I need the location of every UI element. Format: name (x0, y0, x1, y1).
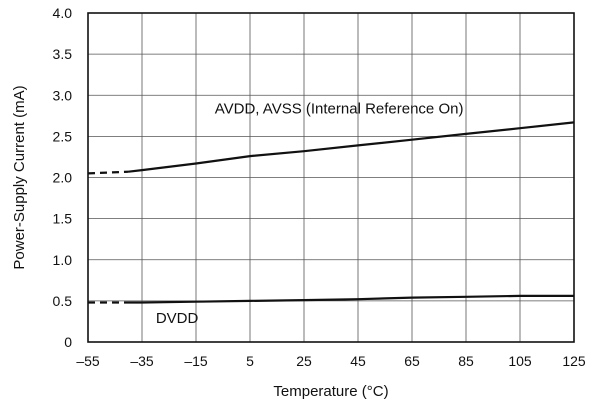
series-lines (87, 121, 575, 304)
series-annotations: AVDD, AVSS (Internal Reference On) DVDD (156, 100, 464, 327)
x-tick-label: –15 (184, 353, 208, 369)
series-0-line (128, 121, 575, 173)
x-tick-label: 105 (508, 353, 532, 369)
y-tick-label: 1.5 (53, 211, 73, 227)
y-tick-labels: 0 0.5 1.0 1.5 2.0 2.5 3.0 3.5 4.0 (53, 5, 73, 350)
x-tick-label: 5 (246, 353, 254, 369)
series-0-dashed-segment (87, 170, 129, 175)
y-tick-label: 3.5 (53, 46, 73, 62)
y-tick-label: 3.0 (53, 87, 73, 103)
x-tick-label: –55 (76, 353, 100, 369)
y-tick-label: 0 (64, 334, 72, 350)
y-tick-label: 2.5 (53, 128, 73, 144)
x-tick-label: 25 (296, 353, 312, 369)
x-tick-labels: –55 –35 –15 5 25 45 65 85 105 125 (76, 353, 586, 369)
y-axis-title: Power-Supply Current (mA) (11, 85, 28, 269)
plot-frame (87, 12, 575, 343)
y-tick-label: 1.0 (53, 252, 73, 268)
series-1-line (128, 294, 574, 304)
x-tick-label: 125 (562, 353, 586, 369)
x-tick-label: 45 (350, 353, 366, 369)
x-axis-title: Temperature (°C) (273, 383, 388, 400)
series-annotation: AVDD, AVSS (Internal Reference On) (215, 100, 464, 117)
y-tick-label: 0.5 (53, 293, 73, 309)
x-tick-label: –35 (130, 353, 154, 369)
grid-lines (87, 12, 575, 343)
y-tick-label: 4.0 (53, 5, 73, 21)
x-tick-label: 65 (404, 353, 420, 369)
x-tick-label: 85 (458, 353, 474, 369)
series-annotation: DVDD (156, 310, 199, 327)
y-tick-label: 2.0 (53, 170, 73, 186)
